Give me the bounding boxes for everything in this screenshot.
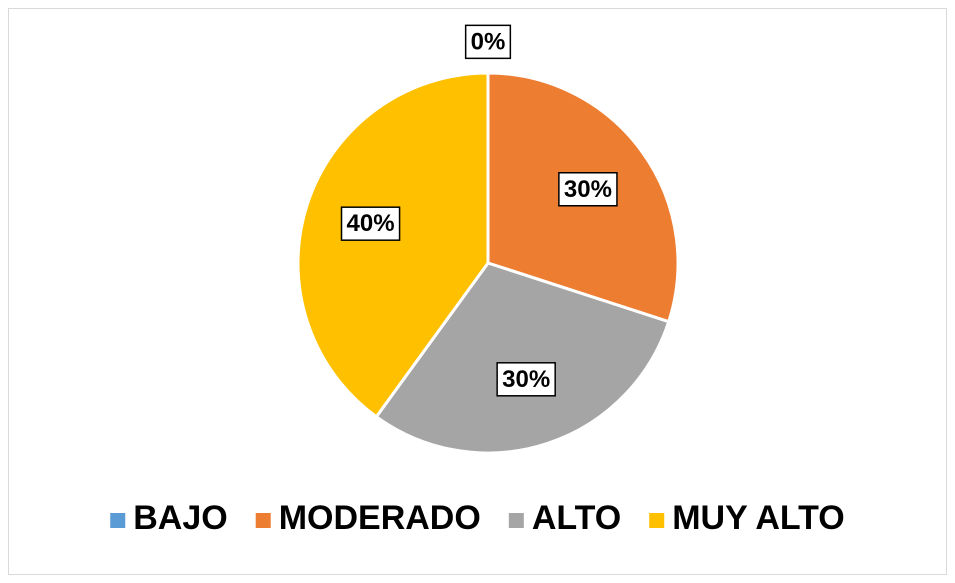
- pie-slice: [374, 261, 671, 455]
- data-label-box: [340, 206, 401, 241]
- data-label-box: [558, 172, 618, 207]
- legend-marker: [508, 513, 524, 528]
- data-label: 40%: [347, 210, 395, 237]
- legend-marker: [649, 513, 665, 528]
- data-label-box: [464, 24, 512, 60]
- legend-label: ALTO: [532, 499, 621, 537]
- legend-label: MUY ALTO: [672, 499, 845, 537]
- data-label: 30%: [502, 366, 550, 393]
- data-label-box: [496, 362, 556, 397]
- legend-marker: [255, 513, 271, 528]
- data-label: 30%: [564, 176, 612, 203]
- legend-marker: [110, 513, 126, 528]
- pie-slice: [296, 71, 490, 419]
- legend-label: MODERADO: [279, 499, 481, 537]
- legend-label: BAJO: [133, 499, 227, 537]
- data-label: 0%: [471, 28, 506, 55]
